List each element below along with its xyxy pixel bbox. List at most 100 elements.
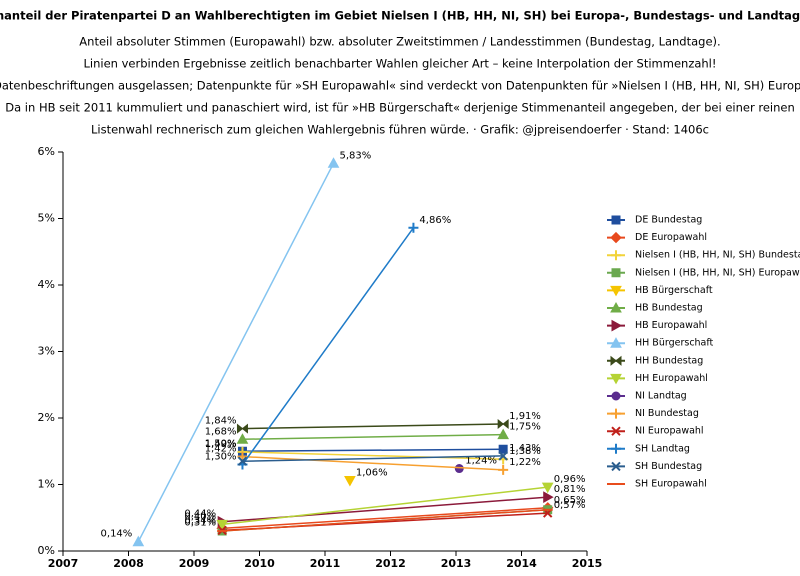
series-line <box>222 486 548 526</box>
subtitle: Anteil absoluter Stimmen (Europawahl) bz… <box>79 35 720 49</box>
series-line <box>242 433 504 441</box>
legend-label: SH Europawahl <box>635 479 707 490</box>
legend-marker <box>611 461 621 472</box>
series-line <box>241 227 415 465</box>
legend-marker <box>611 426 621 436</box>
x-tick-label: 2009 <box>179 557 210 570</box>
data-point <box>454 464 464 474</box>
legend-marker <box>611 215 621 225</box>
legend-marker <box>611 250 621 261</box>
series-line <box>242 455 504 471</box>
legend-label: SH Landtag <box>635 443 690 454</box>
series-line <box>242 451 504 460</box>
legend-marker <box>611 268 621 278</box>
x-tick-label: 2013 <box>441 557 472 570</box>
value-label: 1,68% <box>205 426 237 437</box>
legend-label: Nielsen I (HB, HH, NI, SH) Europawahl <box>635 267 800 278</box>
legend-label: HB Bundestag <box>635 303 703 314</box>
data-point <box>497 428 510 440</box>
value-label: 0,65% <box>554 495 586 506</box>
legend-label: DE Europawahl <box>635 232 707 243</box>
data-point <box>408 222 419 233</box>
subtitle: Linien verbinden Ergebnisse zeitlich ben… <box>83 57 716 71</box>
legend-marker <box>610 373 622 385</box>
legend-marker <box>611 319 623 332</box>
series-line <box>242 423 504 430</box>
value-label: 0,31% <box>184 517 216 528</box>
value-label: 0,14% <box>101 529 133 540</box>
legend-label: HH Bürgerschaft <box>635 338 714 349</box>
data-point <box>327 157 340 168</box>
legend-marker <box>611 391 621 401</box>
x-tick-label: 2015 <box>572 557 603 570</box>
x-tick-label: 2012 <box>375 557 406 570</box>
value-label: 1,06% <box>356 468 388 479</box>
data-point <box>132 535 145 547</box>
legend-marker <box>610 285 622 297</box>
legend-marker <box>610 337 622 348</box>
y-tick-label: 0% <box>38 544 55 557</box>
value-label: 1,50% <box>205 438 237 449</box>
value-label: 5,83% <box>340 150 372 161</box>
data-point <box>236 423 248 434</box>
legend-label: Nielsen I (HB, HH, NI, SH) Bundestag <box>635 250 800 261</box>
value-label: 0,34% <box>184 515 216 526</box>
data-point <box>497 418 509 430</box>
legend-label: NI Landtag <box>635 391 687 402</box>
value-label: 1,91% <box>509 411 541 422</box>
value-label: 0,57% <box>554 500 586 511</box>
value-label: 1,75% <box>509 422 541 433</box>
legend-label: HH Bundestag <box>635 355 703 366</box>
y-tick-label: 4% <box>38 278 55 291</box>
data-point <box>498 451 508 461</box>
data-point <box>541 482 554 494</box>
legend-marker <box>610 301 622 313</box>
data-point <box>498 464 509 475</box>
legend-label: NI Europawahl <box>635 426 704 437</box>
data-point <box>543 491 554 503</box>
value-label: 0,40% <box>184 511 216 522</box>
y-tick-label: 3% <box>38 345 55 358</box>
value-label: 0,96% <box>554 474 586 485</box>
value-label: 1,84% <box>205 416 237 427</box>
data-point <box>237 456 248 466</box>
legend-label: SH Bundestag <box>635 461 702 472</box>
series-line <box>222 509 548 532</box>
subtitle: Da in HB seit 2011 kummuliert und panasc… <box>5 101 795 115</box>
legend-marker <box>610 355 622 366</box>
data-point <box>344 476 356 487</box>
value-label: 1,38% <box>509 446 541 457</box>
x-tick-label: 2008 <box>113 557 144 570</box>
legend-label: DE Bundestag <box>635 215 702 226</box>
series-line <box>242 448 504 452</box>
legend-marker <box>610 231 622 244</box>
legend-label: HB Bürgerschaft <box>635 285 713 296</box>
series-line <box>242 455 504 462</box>
y-tick-label: 2% <box>38 411 55 424</box>
x-tick-label: 2011 <box>310 557 341 570</box>
data-point <box>236 433 249 444</box>
value-label: 0,81% <box>554 484 586 495</box>
legend-label: NI Bundestag <box>635 408 699 419</box>
chart-title: Stimmenanteil der Piratenpartei D an Wah… <box>0 9 800 23</box>
subtitle: Listenwahl rechnerisch zum gleichen Wahl… <box>91 123 709 137</box>
x-tick-label: 2010 <box>244 557 275 570</box>
value-label: 1,22% <box>509 457 541 468</box>
legend-label: HB Europawahl <box>635 320 707 331</box>
value-label: 4,86% <box>419 215 451 226</box>
legend-marker <box>611 443 621 454</box>
x-tick-label: 2014 <box>506 557 537 570</box>
value-label: 0,44% <box>184 509 216 520</box>
data-point <box>216 519 229 531</box>
value-label: 1,43% <box>509 443 541 454</box>
value-label: 1,30% <box>205 452 237 463</box>
value-label: 1,42% <box>205 444 237 455</box>
series-line <box>137 162 335 543</box>
x-tick-label: 2007 <box>48 557 79 570</box>
value-label: 1,49% <box>205 439 237 450</box>
y-tick-label: 1% <box>38 478 55 491</box>
series-line <box>222 507 548 530</box>
y-tick-label: 6% <box>38 145 55 158</box>
subtitle: Einige Datenbeschriftungen ausgelassen; … <box>0 79 800 93</box>
